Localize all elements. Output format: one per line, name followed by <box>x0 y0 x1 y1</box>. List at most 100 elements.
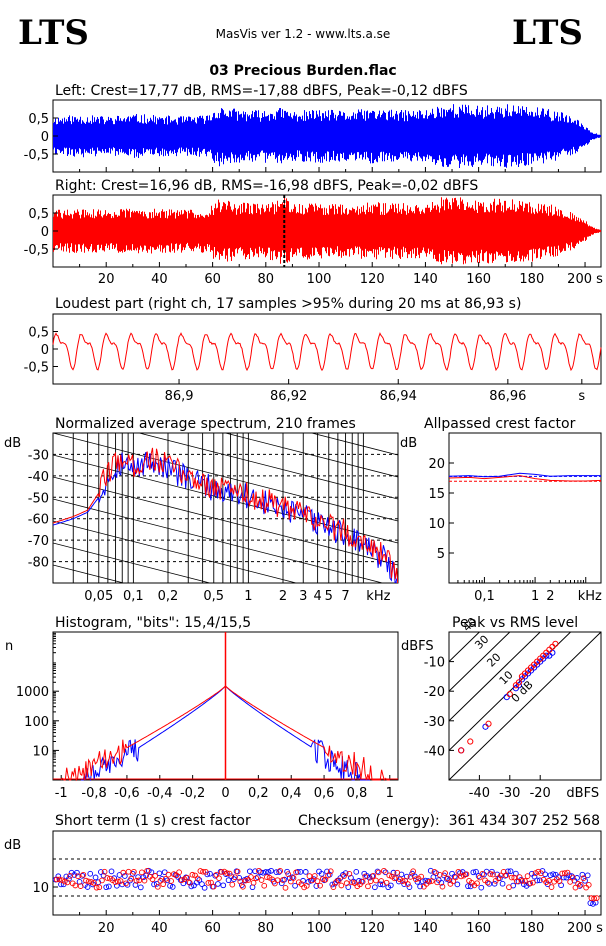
short-term-point <box>427 867 434 874</box>
short-term-point <box>248 874 254 880</box>
short-term-point <box>444 875 451 882</box>
peak-rms-title: Peak vs RMS level <box>452 615 578 631</box>
short-term-point <box>322 876 329 883</box>
peak-rms-inner <box>449 632 601 780</box>
short-term-point <box>434 879 440 886</box>
x-tick-label: 80 <box>258 921 275 936</box>
short-term-point <box>575 881 581 887</box>
short-term-point <box>375 869 382 876</box>
short-term-point <box>561 870 568 876</box>
y-tick-label: -80 <box>28 556 49 571</box>
short-term-point <box>61 878 68 885</box>
short-term-point <box>131 868 137 875</box>
short-term-point <box>367 878 374 885</box>
short-term-title: Short term (1 s) crest factor <box>55 813 251 829</box>
short-term-point <box>577 881 584 888</box>
spectrum-slope-line <box>53 498 384 583</box>
histogram-title: Histogram, "bits": 15,4/15,5 <box>55 615 251 631</box>
x-tick-label: -40 <box>469 786 490 801</box>
left-waveform-title: Left: Crest=17,77 dB, RMS=-17,88 dBFS, P… <box>55 83 468 99</box>
short-term-point <box>273 869 280 876</box>
short-term-point <box>370 872 377 879</box>
x-tick-label: 140 <box>413 921 438 936</box>
short-term-point <box>252 868 259 875</box>
x-tick-label: 160 <box>466 921 491 936</box>
short-term-point <box>184 874 190 881</box>
short-term-point <box>119 881 126 888</box>
short-term-point <box>465 883 471 890</box>
short-term-point <box>123 880 129 887</box>
x-tick-label: s <box>578 389 585 404</box>
short-term-point <box>391 875 398 882</box>
short-term-point <box>292 882 298 889</box>
short-term-point <box>264 874 270 880</box>
short-term-point <box>455 868 462 875</box>
spectrum-series-right <box>53 447 398 583</box>
short-term-point <box>120 869 127 876</box>
x-tick-label: 160 <box>466 272 491 287</box>
right-waveform-panel: Right: Crest=16,96 dB, RMS=-16,98 dBFS, … <box>24 178 603 287</box>
short-term-point <box>450 878 456 885</box>
short-term-point <box>325 872 331 879</box>
x-tick-label: kHz <box>366 589 390 604</box>
short-term-point <box>104 875 111 881</box>
y-tick-label: -30 <box>28 448 49 463</box>
short-term-point <box>169 884 176 890</box>
short-term-point <box>162 875 169 882</box>
short-term-point <box>327 868 334 875</box>
short-term-point <box>463 871 470 878</box>
short-term-point <box>457 870 463 876</box>
short-term-point <box>257 869 264 876</box>
short-term-point <box>262 869 269 875</box>
y-tick-label: -0,5 <box>24 361 49 376</box>
short-term-point <box>303 882 310 889</box>
allpassed-frame <box>448 432 602 584</box>
short-term-point <box>124 881 131 888</box>
short-term-point <box>446 877 453 883</box>
x-tick-label: -0,4 <box>147 786 172 801</box>
x-tick-label: 1 <box>531 589 539 604</box>
x-tick-label: 86,9 <box>165 389 194 404</box>
short-term-point <box>584 872 591 879</box>
short-term-point <box>458 873 464 880</box>
short-term-point <box>181 876 188 882</box>
x-tick-label: 2 <box>279 589 287 604</box>
x-tick-label: 4 <box>313 589 321 604</box>
short-term-point <box>117 878 124 884</box>
short-term-point <box>56 876 63 883</box>
short-term-point <box>422 877 429 884</box>
short-term-point <box>306 873 313 879</box>
x-tick-label: 40 <box>151 272 168 287</box>
short-term-point <box>356 878 362 884</box>
short-term-point <box>164 877 171 884</box>
spectrum-slope-line <box>137 433 398 500</box>
short-term-point <box>242 877 249 884</box>
x-tick-label: 40 <box>151 921 168 936</box>
x-tick-label: 140 <box>413 272 438 287</box>
spectrum-slope-line <box>310 433 398 456</box>
short-term-point <box>436 872 443 878</box>
short-term-point <box>208 879 214 886</box>
short-term-point <box>85 878 92 885</box>
short-term-point <box>59 877 65 884</box>
short-term-point <box>141 877 148 884</box>
short-term-point <box>112 879 119 885</box>
short-term-point <box>378 878 385 884</box>
x-tick-label: 86,94 <box>380 389 417 404</box>
histogram-ylabel: n <box>5 639 13 654</box>
short-term-point <box>342 870 349 876</box>
short-term-point <box>382 869 389 876</box>
file-name: 03 Precious Burden.flac <box>209 63 396 79</box>
short-term-point <box>473 868 479 875</box>
short-term-point <box>438 879 445 886</box>
short-term-point <box>64 879 71 886</box>
short-term-point <box>383 879 390 886</box>
spectrum-slope-line <box>53 433 398 522</box>
allpassed-crest-panel: Allpassed crest factor dB 20 15 10 5 0,1 1 2 kH… <box>400 416 602 604</box>
short-term-point <box>572 884 579 891</box>
short-term-point <box>524 873 531 879</box>
short-term-point <box>261 882 268 889</box>
short-term-point <box>205 880 212 886</box>
short-term-point <box>115 878 121 885</box>
short-term-point <box>290 875 297 881</box>
